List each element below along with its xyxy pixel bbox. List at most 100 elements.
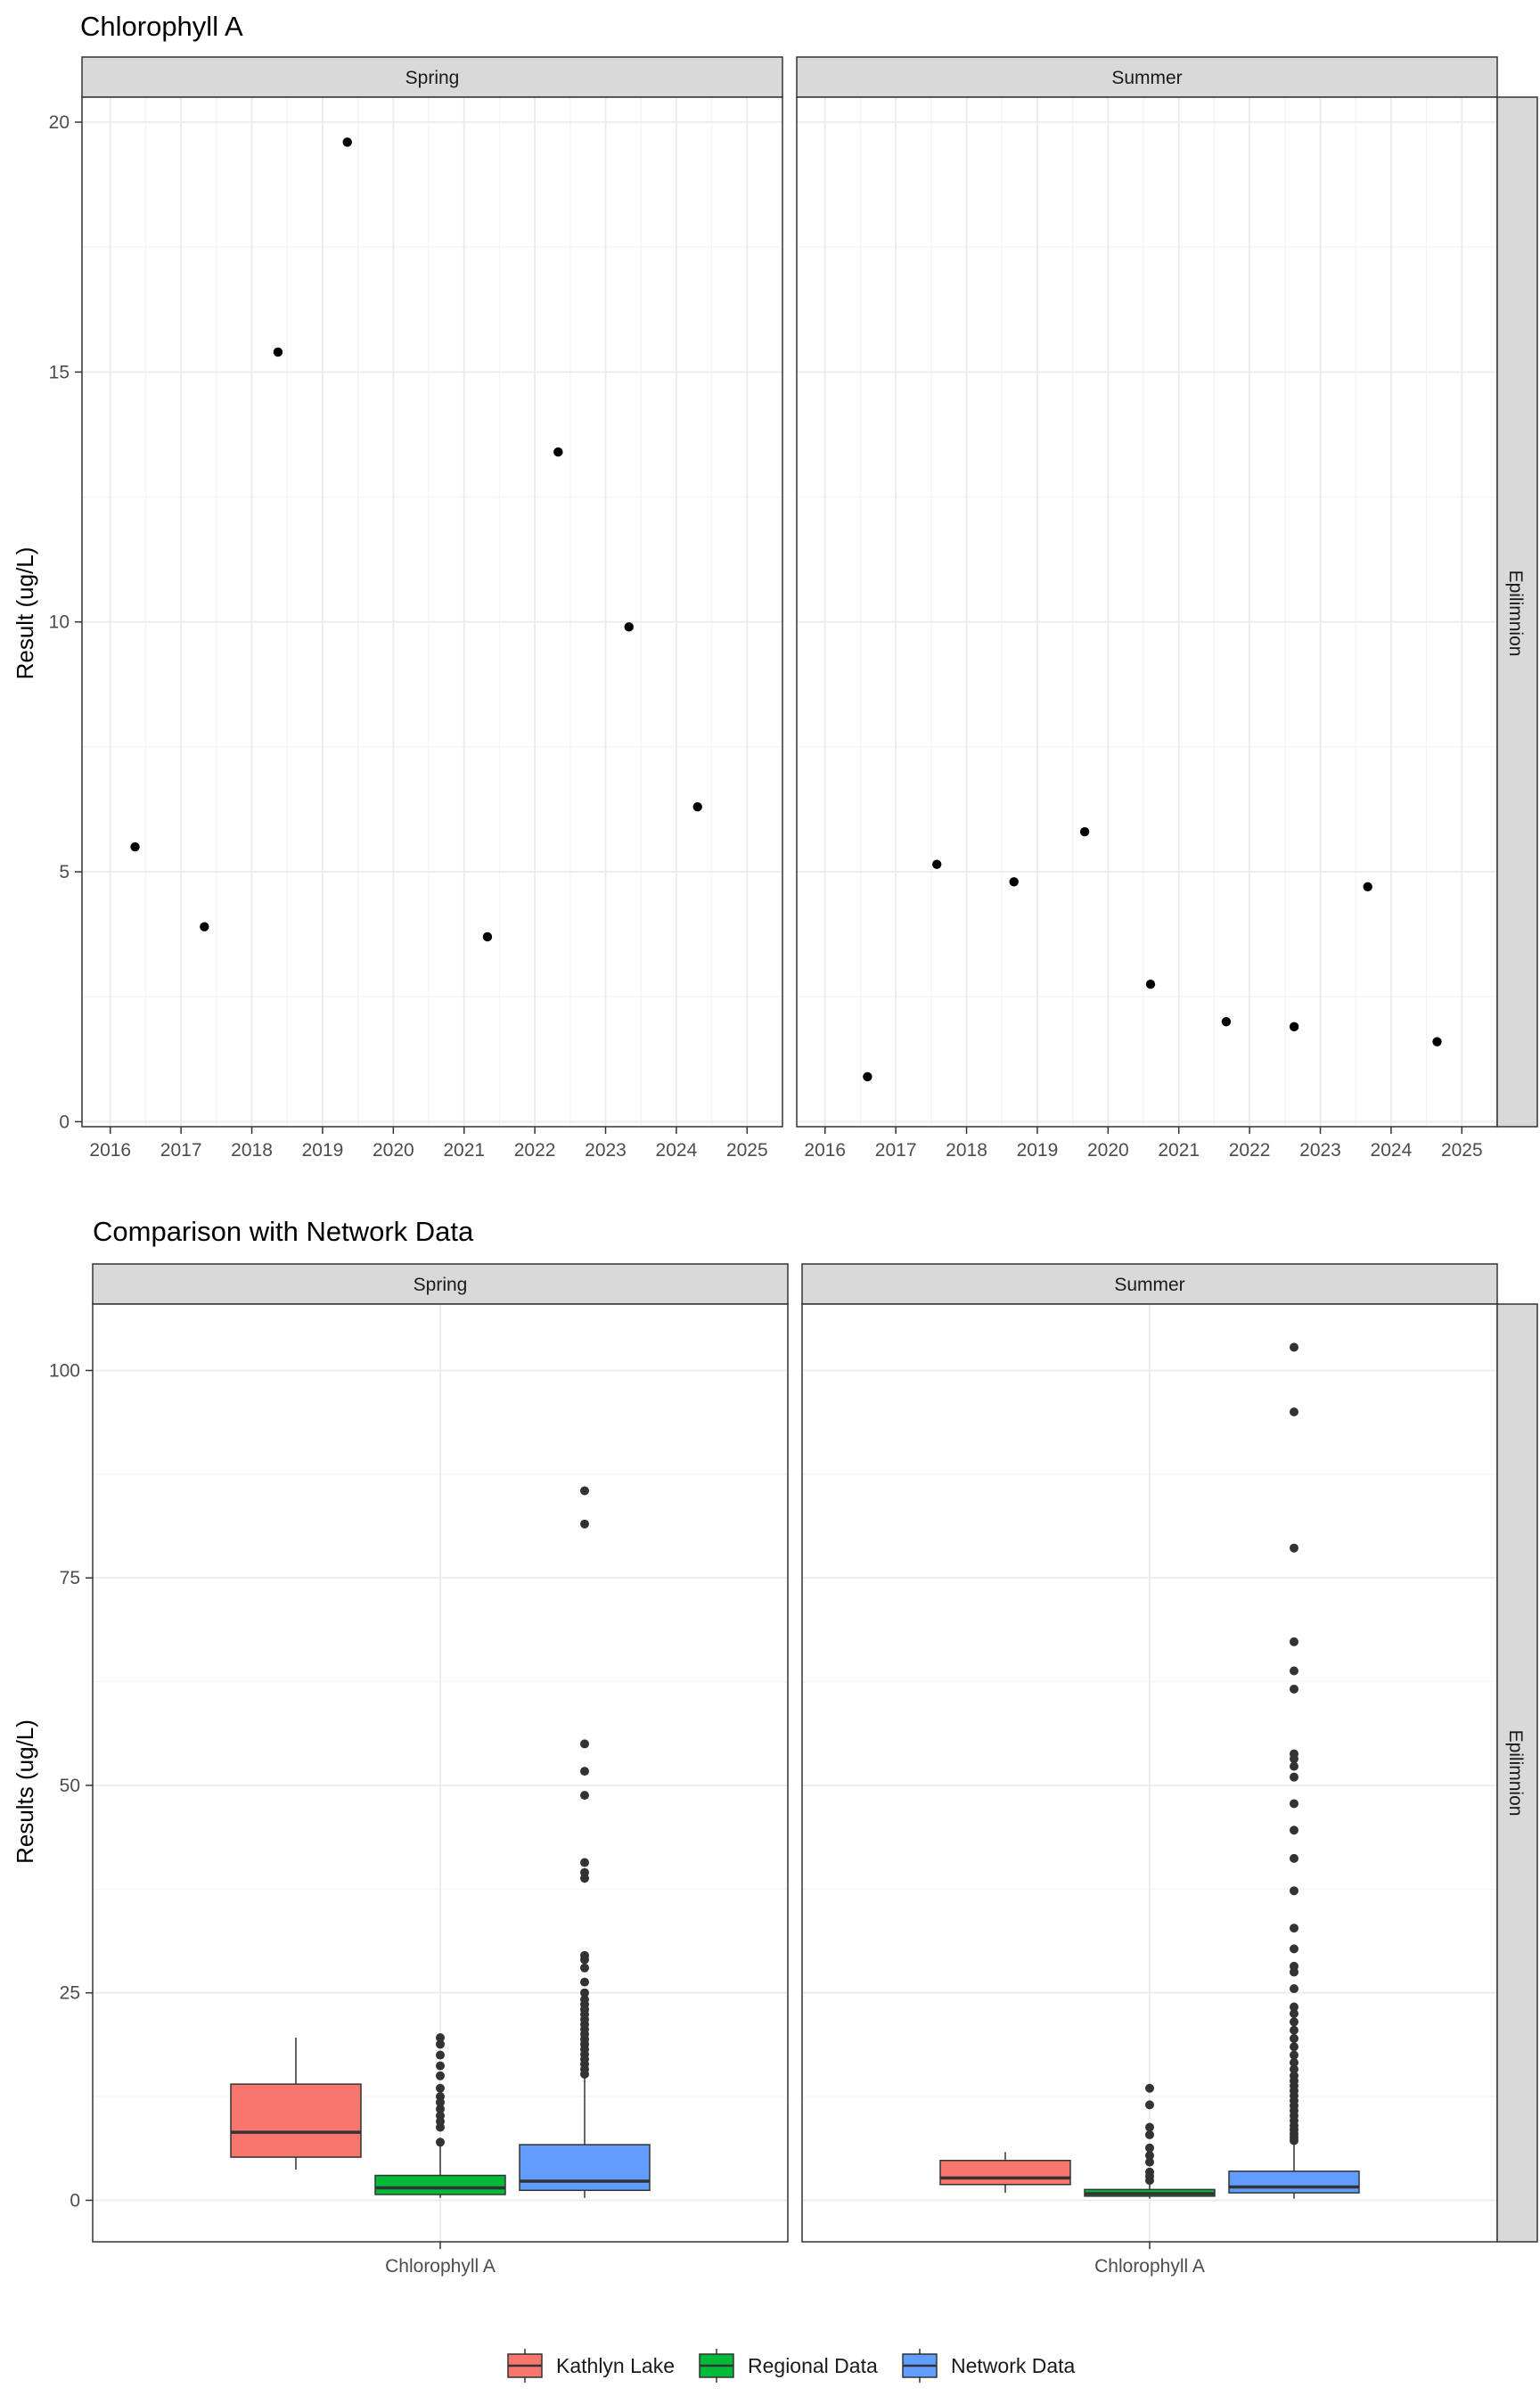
top-spring-point <box>692 801 702 812</box>
top-row-strip <box>1496 96 1538 1128</box>
top-summer-point <box>1221 1017 1232 1027</box>
bottom-summer-network-data-outlier <box>1290 1886 1298 1896</box>
bottom-y-tick-label: 25 <box>60 1983 80 2004</box>
bottom-summer-regional-data-outlier <box>1145 2083 1154 2093</box>
bottom-summer-regional-data-outlier <box>1145 2157 1154 2167</box>
bottom-spring-network-data-outlier <box>580 1950 589 1960</box>
bottom-spring-regional-data-outlier <box>436 2105 445 2114</box>
bottom-chart-ylabel: Results (ug/L) <box>12 1719 38 1864</box>
top-summer-point <box>1432 1037 1442 1046</box>
bottom-spring-network-data-outlier <box>580 1767 589 1776</box>
top-panel-summer-area <box>797 97 1497 1127</box>
legend-kathlyn-lake-label: Kathlyn Lake <box>556 2354 675 2377</box>
top-panel-summer-grid <box>797 97 1497 1127</box>
top-summer-point <box>863 1071 872 1082</box>
bottom-spring-regional-data-outlier <box>436 2138 445 2147</box>
bottom-summer-network-data-outlier <box>1290 1944 1298 1954</box>
top-spring-point <box>482 931 493 942</box>
bottom-summer-network-data-outlier <box>1290 1826 1298 1835</box>
bottom-y-tick-label: 75 <box>60 1568 80 1588</box>
bottom-y-tick-label: 100 <box>49 1360 80 1381</box>
bottom-summer-network-data-outlier <box>1290 1961 1298 1971</box>
top-y-tick-label: 0 <box>59 1112 70 1132</box>
top-chart-y-axis: 0 5 10 15 20 <box>49 112 82 1132</box>
bottom-spring-regional-data-outlier <box>436 2071 445 2080</box>
top-chart-title: Chlorophyll A <box>80 11 243 42</box>
bottom-panel-spring-x-tick-label: Chlorophyll A <box>385 2256 496 2277</box>
top-row-strip-label: Epilimnion <box>1505 570 1526 657</box>
legend-network-data-label: Network Data <box>951 2354 1076 2377</box>
top-spring-point <box>130 841 140 852</box>
top-summer-x-tick-label: 2024 <box>1371 1140 1413 1161</box>
bottom-summer-regional-data-outlier <box>1145 2167 1154 2177</box>
bottom-spring-regional-data-outlier <box>436 2083 445 2093</box>
bottom-panel-summer: Summer Chlorophyll A <box>801 1263 1498 2277</box>
bottom-summer-network-data-outlier <box>1290 1853 1298 1863</box>
bottom-spring-network-data-outlier <box>580 1486 589 1496</box>
bottom-chart-y-axis: 0 25 50 75 100 <box>49 1360 93 2211</box>
top-panel-spring-strip-label: Spring <box>405 68 460 88</box>
top-panel-summer: Summer 2016 2017 2018 2019 2020 2021 2022 2023 2… <box>796 56 1498 1161</box>
bottom-spring-network-data-outlier <box>580 1519 589 1529</box>
top-panel-spring-area <box>82 97 782 1127</box>
bottom-summer-regional-data-outlier <box>1145 2129 1154 2139</box>
bottom-summer-network-data-outlier <box>1290 1749 1298 1759</box>
bottom-row-strip-label: Epilimnion <box>1505 1730 1526 1817</box>
bottom-panel-spring: Spring Chlorophyll A <box>92 1263 789 2277</box>
bottom-panel-summer-strip <box>801 1263 1498 1305</box>
bottom-spring-regional-data-outlier <box>436 2111 445 2121</box>
top-y-tick-label: 20 <box>49 112 70 133</box>
top-summer-x-tick-label: 2023 <box>1299 1140 1341 1161</box>
bottom-panel-summer-boxes <box>939 1342 1360 2199</box>
bottom-summer-network-data-outlier <box>1290 1342 1298 1352</box>
bottom-summer-network-data-outlier <box>1290 2042 1298 2052</box>
top-spring-point <box>553 447 563 457</box>
top-spring-x-tick-label: 2018 <box>231 1140 273 1161</box>
top-summer-point <box>1289 1022 1299 1032</box>
top-spring-x-tick-label: 2020 <box>373 1140 414 1161</box>
bottom-spring-network-data-outlier <box>580 1963 589 1973</box>
top-summer-point <box>932 859 942 869</box>
bottom-panel-spring-strip-label: Spring <box>414 1275 468 1295</box>
bottom-spring-regional-data-box <box>374 2174 506 2195</box>
top-y-tick-label: 5 <box>59 862 70 882</box>
bottom-panel-spring-strip <box>92 1263 789 1305</box>
top-summer-point <box>1009 877 1019 887</box>
bottom-summer-regional-data-outlier <box>1145 2122 1154 2132</box>
bottom-summer-network-data-outlier <box>1290 2017 1298 2027</box>
top-spring-x-tick-label: 2023 <box>585 1140 627 1161</box>
bottom-spring-network-data-outlier <box>580 1867 589 1877</box>
top-spring-x-tick-label: 2025 <box>726 1140 768 1161</box>
top-spring-x-tick-label: 2021 <box>443 1140 485 1161</box>
bottom-spring-network-data-outlier <box>580 1977 589 1987</box>
top-summer-x-tick-label: 2019 <box>1017 1140 1059 1161</box>
top-spring-point <box>273 347 283 357</box>
legend: Kathlyn Lake Regional Data Network Data <box>507 2349 1076 2383</box>
top-y-tick-label: 10 <box>49 612 70 633</box>
bottom-summer-network-data-outlier <box>1290 1799 1298 1809</box>
bottom-spring-network-data-outlier <box>580 1858 589 1867</box>
bottom-spring-regional-data-outlier <box>436 2061 445 2071</box>
bottom-spring-regional-data-outlier <box>436 2032 445 2042</box>
top-summer-x-tick-label: 2017 <box>875 1140 917 1161</box>
bottom-summer-network-data-outlier <box>1290 1761 1298 1771</box>
bottom-summer-network-data-outlier <box>1290 2025 1298 2035</box>
top-spring-x-tick-label: 2016 <box>89 1140 131 1161</box>
bottom-chart-title: Comparison with Network Data <box>93 1216 474 1247</box>
top-summer-x-tick-label: 2020 <box>1087 1140 1129 1161</box>
top-summer-x-tick-label: 2021 <box>1158 1140 1200 1161</box>
top-spring-x-tick-label: 2022 <box>514 1140 556 1161</box>
bottom-summer-network-data-outlier <box>1290 2008 1298 2018</box>
top-spring-x-tick-label: 2019 <box>302 1140 344 1161</box>
top-spring-point <box>342 137 352 147</box>
bottom-summer-network-data-outlier <box>1290 1984 1298 1994</box>
top-summer-point <box>1145 980 1156 989</box>
bottom-y-tick-label: 50 <box>60 1776 80 1796</box>
top-panel-summer-strip-label: Summer <box>1111 68 1182 88</box>
bottom-spring-network-data-outlier <box>580 1739 589 1749</box>
top-spring-point <box>200 922 209 931</box>
top-panel-summer-strip <box>796 56 1498 98</box>
top-panel-spring-grid <box>82 97 782 1127</box>
bottom-summer-network-data-box <box>1228 2170 1360 2194</box>
